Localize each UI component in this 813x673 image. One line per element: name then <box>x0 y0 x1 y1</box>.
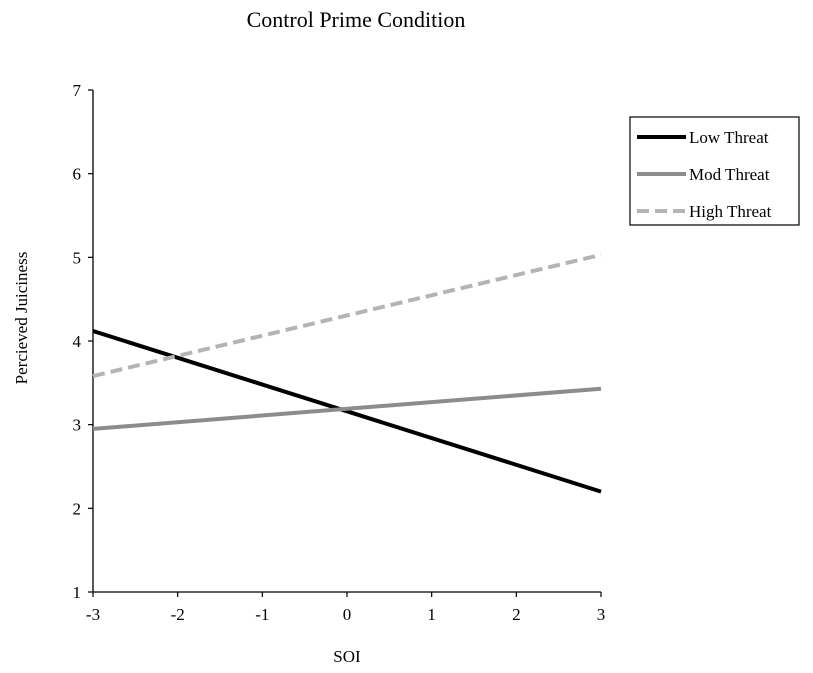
y-tick-label: 3 <box>73 416 82 435</box>
x-axis-title: SOI <box>333 647 361 666</box>
y-tick-label: 2 <box>73 499 82 518</box>
x-tick-label: 1 <box>427 605 436 624</box>
legend-label-low-threat: Low Threat <box>689 128 769 147</box>
legend-items: Low Threat Mod Threat High Threat <box>637 128 772 221</box>
y-tick-label: 5 <box>73 248 82 267</box>
series-line-low-threat <box>92 329 602 494</box>
x-tick-label: 3 <box>597 605 606 624</box>
legend-label-high-threat: High Threat <box>689 202 772 221</box>
chart-title: Control Prime Condition <box>247 7 466 32</box>
y-tick-label: 6 <box>73 165 82 184</box>
y-tick-label: 1 <box>73 583 82 602</box>
series-line-high-threat <box>92 252 602 379</box>
x-tick-label: -3 <box>86 605 100 624</box>
x-tick-label: -1 <box>255 605 269 624</box>
x-tick-label: 0 <box>343 605 352 624</box>
x-ticks: -3 -2 -1 0 1 2 3 <box>86 592 605 624</box>
y-tick-label: 4 <box>73 332 82 351</box>
legend-label-mod-threat: Mod Threat <box>689 165 770 184</box>
y-tick-label: 7 <box>73 81 82 100</box>
legend: Low Threat Mod Threat High Threat <box>629 116 800 226</box>
series-line-mod-threat <box>92 386 602 431</box>
series-lines <box>92 252 602 494</box>
y-axis-title: Percieved Juiciness <box>12 252 31 385</box>
x-tick-label: 2 <box>512 605 521 624</box>
x-tick-label: -2 <box>171 605 185 624</box>
y-ticks: 1 2 3 4 5 6 7 <box>73 81 93 602</box>
